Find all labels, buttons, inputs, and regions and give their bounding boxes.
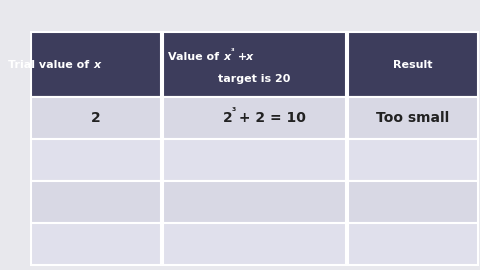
Text: ³: ³ xyxy=(232,107,236,117)
Text: ³: ³ xyxy=(231,47,235,56)
Bar xyxy=(31,139,161,181)
Text: Too small: Too small xyxy=(376,111,449,125)
Bar xyxy=(348,181,478,223)
Bar xyxy=(31,223,161,265)
Text: Value of: Value of xyxy=(168,52,223,62)
Text: + 2 = 10: + 2 = 10 xyxy=(234,111,306,125)
Bar xyxy=(348,97,478,139)
Bar xyxy=(348,139,478,181)
Text: x: x xyxy=(94,60,101,70)
Text: x: x xyxy=(245,52,252,62)
Bar xyxy=(163,97,346,139)
Bar xyxy=(163,223,346,265)
Bar xyxy=(163,32,346,97)
Bar xyxy=(31,97,161,139)
Text: Result: Result xyxy=(393,60,432,70)
Bar xyxy=(348,32,478,97)
Text: target is 20: target is 20 xyxy=(218,74,290,84)
Text: x: x xyxy=(223,52,230,62)
Bar xyxy=(163,139,346,181)
Bar xyxy=(31,181,161,223)
Bar xyxy=(163,181,346,223)
Text: Trial value of: Trial value of xyxy=(9,60,94,70)
Text: 2: 2 xyxy=(91,111,101,125)
Bar xyxy=(348,223,478,265)
Text: +: + xyxy=(234,52,251,62)
Bar xyxy=(31,32,161,97)
Text: 2: 2 xyxy=(223,111,233,125)
